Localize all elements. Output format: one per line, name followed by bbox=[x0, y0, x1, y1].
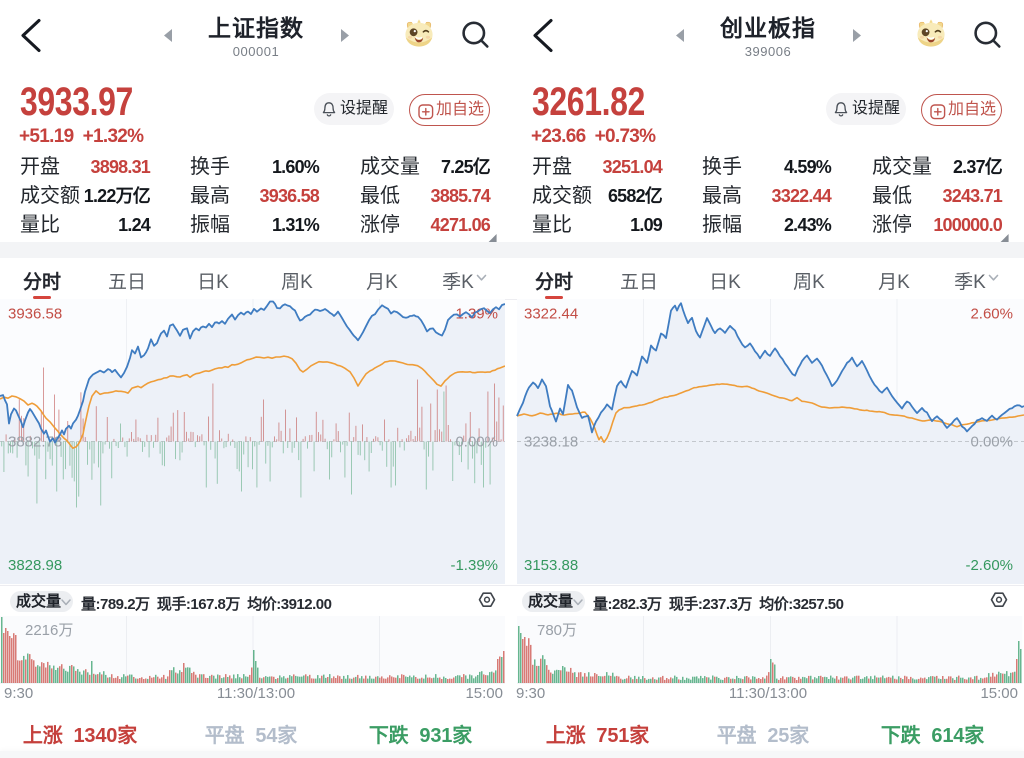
svg-text:-2.60%: -2.60% bbox=[965, 557, 1013, 574]
svg-text:0.00%: 0.00% bbox=[970, 434, 1013, 451]
svg-text:3322.44: 3322.44 bbox=[524, 306, 578, 323]
svg-text:3828.98: 3828.98 bbox=[8, 557, 62, 574]
svg-text:2216万: 2216万 bbox=[25, 622, 73, 639]
svg-text:3936.58: 3936.58 bbox=[8, 306, 62, 323]
svg-text:780万: 780万 bbox=[537, 622, 577, 639]
svg-text:1.39%: 1.39% bbox=[455, 306, 498, 323]
svg-text:-1.39%: -1.39% bbox=[450, 557, 498, 574]
svg-text:0.00%: 0.00% bbox=[455, 434, 498, 451]
svg-text:2.60%: 2.60% bbox=[970, 306, 1013, 323]
svg-text:3238.18: 3238.18 bbox=[524, 434, 578, 451]
svg-text:3153.88: 3153.88 bbox=[524, 557, 578, 574]
